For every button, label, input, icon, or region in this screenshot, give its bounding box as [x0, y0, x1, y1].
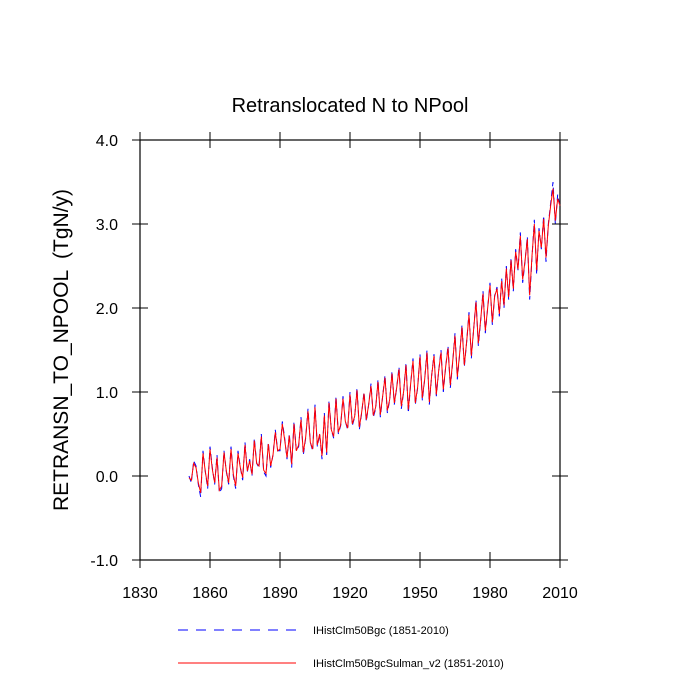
- y-tick-label: 2.0: [96, 301, 118, 318]
- x-tick-label: 1830: [122, 585, 158, 602]
- x-tick-label: 1890: [262, 585, 298, 602]
- x-tick-label: 1980: [472, 585, 508, 602]
- x-tick-label: 1860: [192, 585, 228, 602]
- y-axis-label: RETRANSN_TO_NPOOL (TgN/y): [50, 189, 73, 511]
- x-tick-label: 2010: [542, 585, 578, 602]
- series-line: [188, 188, 561, 493]
- y-tick-label: 1.0: [96, 385, 118, 402]
- y-tick-label: 4.0: [96, 133, 118, 150]
- x-tick-label: 1950: [402, 585, 438, 602]
- chart-title: Retranslocated N to NPool: [232, 95, 469, 117]
- y-tick-label: -1.0: [90, 553, 118, 570]
- y-tick-label: 0.0: [96, 469, 118, 486]
- y-tick-label: 3.0: [96, 217, 118, 234]
- legend-label: IHistClm50BgcSulman_v2 (1851-2010): [313, 658, 504, 670]
- x-tick-label: 1920: [332, 585, 368, 602]
- legend-label: IHistClm50Bgc (1851-2010): [313, 625, 449, 637]
- plot-frame: [139, 139, 561, 561]
